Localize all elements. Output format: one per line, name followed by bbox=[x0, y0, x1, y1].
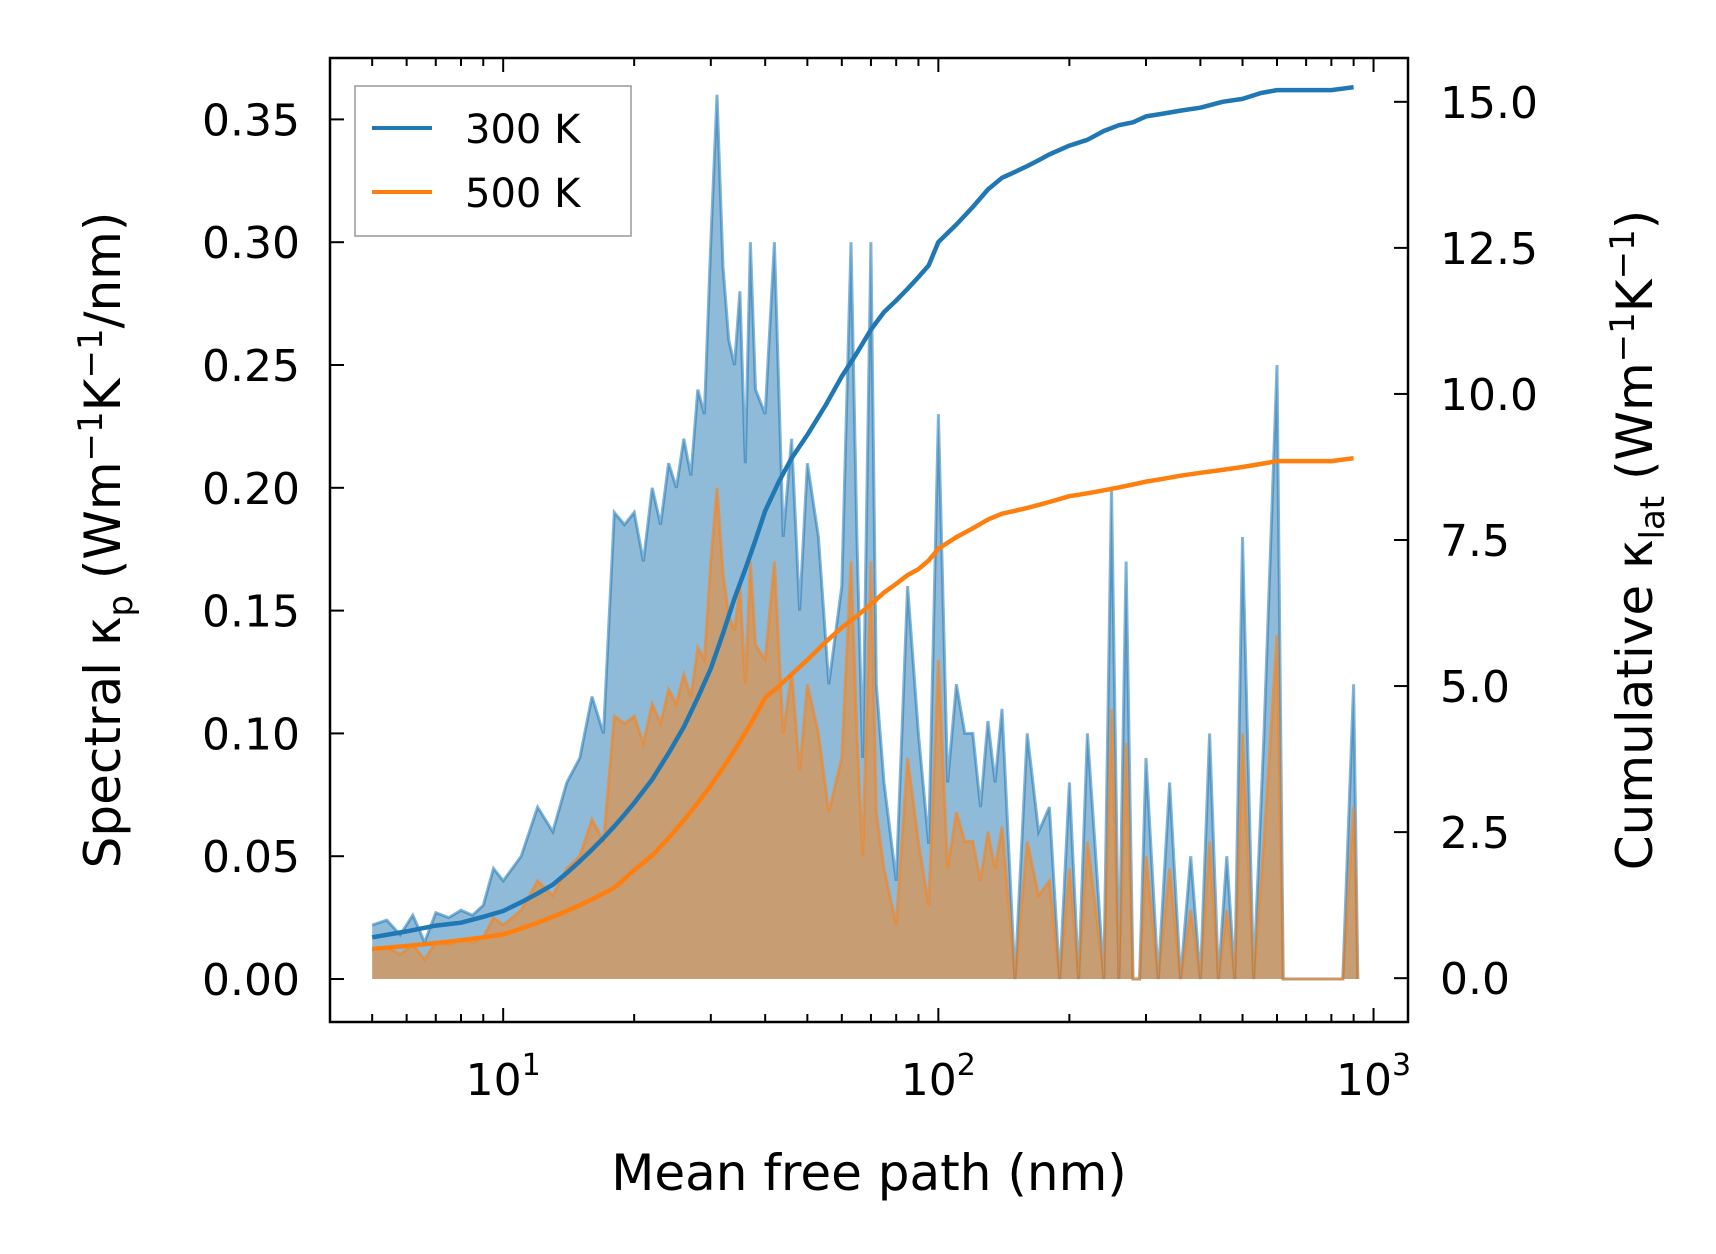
y-left-tick-label: 0.25 bbox=[202, 341, 300, 392]
y-left-tick-label: 0.30 bbox=[202, 218, 300, 269]
y-left-axis-label: Spectral κp (Wm−1K−1/nm) bbox=[71, 212, 141, 869]
legend-label-500k: 500 K bbox=[465, 171, 582, 217]
x-tick-label: 102 bbox=[901, 1048, 976, 1106]
y-right-tick-label: 7.5 bbox=[1440, 516, 1510, 567]
y-right-tick-label: 2.5 bbox=[1440, 808, 1510, 859]
legend-box bbox=[354, 85, 632, 237]
y-left-axis-ticks: 0.00 0.05 0.10 0.15 0.20 0.25 0.30 0.35 bbox=[202, 95, 344, 1006]
y-right-tick-label: 10.0 bbox=[1440, 370, 1538, 421]
spectral-fill-500k bbox=[372, 487, 1358, 979]
x-axis-label: Mean free path (nm) bbox=[611, 1144, 1127, 1202]
cumulative-line-300k bbox=[371, 84, 1354, 940]
cumulative-line-layer bbox=[371, 84, 1354, 952]
y-left-tick-label: 0.35 bbox=[202, 95, 300, 146]
x-axis-ticks: 101 102 103 bbox=[329, 58, 1411, 1106]
x-tick-label: 101 bbox=[466, 1048, 541, 1106]
spectral-line-500k bbox=[371, 487, 1360, 981]
spectral-line-layer bbox=[371, 94, 1360, 981]
x-tick-label: 103 bbox=[1336, 1048, 1411, 1106]
y-left-tick-label: 0.05 bbox=[202, 832, 300, 883]
y-right-tick-label: 12.5 bbox=[1440, 224, 1538, 275]
y-left-tick-label: 0.20 bbox=[202, 464, 300, 515]
y-right-tick-label: 15.0 bbox=[1440, 78, 1538, 129]
y-right-axis-label: Cumulative κlat (Wm−1K−1) bbox=[1603, 210, 1673, 870]
y-right-axis-ticks: 0.0 2.5 5.0 7.5 10.0 12.5 15.0 bbox=[1394, 78, 1538, 1005]
y-left-tick-label: 0.10 bbox=[202, 709, 300, 760]
y-right-tick-label: 5.0 bbox=[1440, 662, 1510, 713]
legend-label-300k: 300 K bbox=[465, 107, 582, 153]
y-right-tick-label: 0.0 bbox=[1440, 954, 1510, 1005]
y-left-tick-label: 0.00 bbox=[202, 955, 300, 1006]
legend: 300 K 500 K bbox=[354, 85, 632, 237]
y-left-tick-label: 0.15 bbox=[202, 587, 300, 638]
plot-area bbox=[371, 84, 1360, 981]
cumulative-line-500k bbox=[372, 455, 1354, 952]
